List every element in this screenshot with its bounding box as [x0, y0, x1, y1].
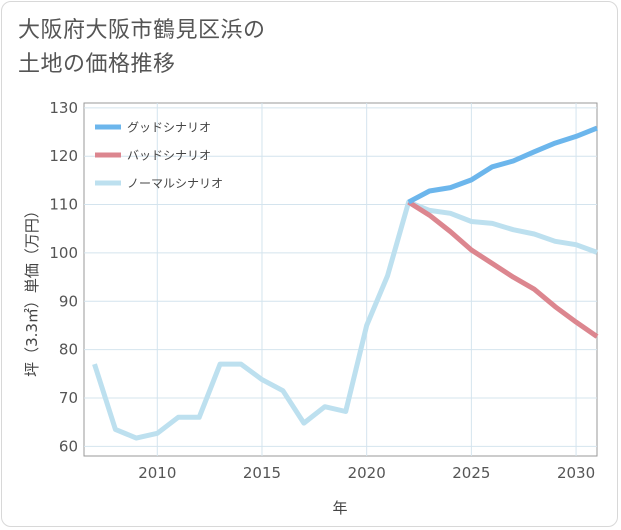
series-lines [92, 125, 599, 441]
y-tick-label: 100 [49, 244, 78, 262]
y-axis-title: 坪（3.3㎡）単価（万円） [23, 203, 41, 377]
y-tick-label: 80 [59, 341, 78, 359]
x-tick-labels: 2010 2015 2020 2025 2030 [138, 464, 595, 482]
y-tick-label: 130 [49, 99, 78, 117]
y-tick-label: 120 [49, 147, 78, 165]
x-tick-label: 2010 [138, 464, 176, 482]
x-tick-label: 2015 [243, 464, 281, 482]
y-tick-label: 90 [59, 292, 78, 310]
legend-label-2: ノーマルシナリオ [127, 177, 223, 191]
y-tick-label: 110 [49, 196, 78, 214]
x-axis-title: 年 [332, 499, 347, 517]
legend-label-0: グッドシナリオ [127, 121, 211, 135]
y-tick-label: 70 [59, 389, 78, 407]
legend-label-1: バッドシナリオ [127, 149, 211, 163]
x-tick-label: 2025 [452, 464, 490, 482]
chart-title: 大阪府大阪市鶴見区浜の 土地の価格推移 [18, 18, 266, 77]
x-tick-label: 2030 [557, 464, 595, 482]
x-tick-label: 2020 [348, 464, 386, 482]
y-tick-label: 60 [59, 437, 78, 455]
series-line-0 [407, 125, 598, 205]
y-tick-labels: 60 70 80 90 100 110 120 130 [49, 99, 78, 455]
series-line-1 [407, 199, 599, 339]
grid-lines [84, 103, 597, 456]
series-line-2 [92, 199, 598, 441]
